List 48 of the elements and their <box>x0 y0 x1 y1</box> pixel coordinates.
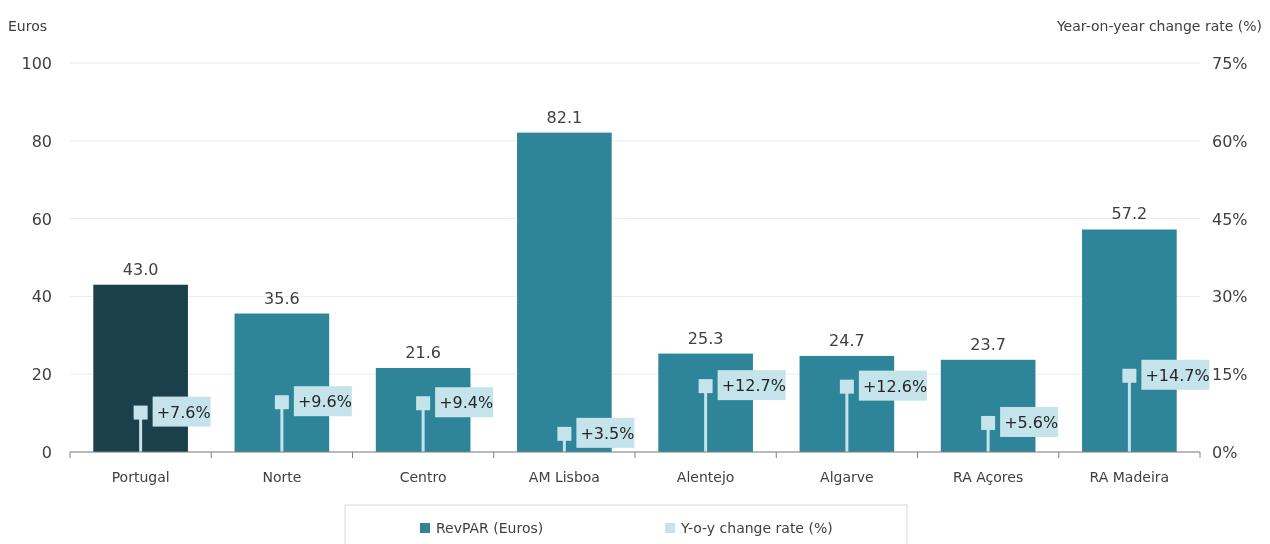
point <box>839 379 854 394</box>
point <box>698 379 713 394</box>
y2-tick-label: 75% <box>1212 54 1248 73</box>
point <box>981 415 996 430</box>
data-label: +3.5% <box>580 423 635 443</box>
data-label: 23.7 <box>970 334 1006 354</box>
y-tick-label: 0 <box>41 443 52 462</box>
y2-tick-label: 30% <box>1212 287 1248 307</box>
y2-tick-label: 60% <box>1212 131 1248 151</box>
x-tick-label: Algarve <box>820 469 874 485</box>
x-tick-label: Norte <box>262 469 302 485</box>
y-tick-label: 60 <box>31 209 52 229</box>
legend-label: Y-o-y change rate (%) <box>680 520 833 536</box>
data-label: 82.1 <box>546 107 583 127</box>
data-label: 24.7 <box>829 330 865 350</box>
legend-label: RevPAR (Euros) <box>436 520 544 536</box>
point <box>1122 368 1137 383</box>
data-label: 25.3 <box>687 328 724 348</box>
data-label: +14.7% <box>1145 365 1210 385</box>
y2-tick-label: 0% <box>1212 443 1238 462</box>
y2-tick-label: 45% <box>1212 209 1248 229</box>
point <box>557 426 572 441</box>
x-tick-label: AM Lisboa <box>528 469 600 485</box>
data-label: +9.6% <box>297 392 352 412</box>
x-tick-label: RA Açores <box>953 469 1024 485</box>
data-label: 57.2 <box>1111 204 1148 224</box>
data-label: 35.6 <box>264 288 300 308</box>
point <box>274 395 289 410</box>
x-tick-label: Alentejo <box>676 469 735 485</box>
data-label: +12.6% <box>862 376 928 396</box>
y2-tick-label: 15% <box>1212 365 1248 385</box>
point <box>133 405 148 420</box>
point <box>416 396 431 411</box>
data-label: +7.6% <box>156 402 211 422</box>
y-tick-label: 80 <box>31 131 52 151</box>
y-tick-label: 40 <box>31 287 52 307</box>
y-tick-label: 20 <box>31 365 52 385</box>
data-label: +12.7% <box>721 376 786 396</box>
y-axis-title: Euros <box>8 18 48 34</box>
data-label: 21.6 <box>405 342 441 362</box>
y-tick-label: 100 <box>21 54 52 73</box>
data-label: +5.6% <box>1004 412 1059 432</box>
x-tick-label: RA Madeira <box>1089 469 1170 485</box>
x-tick-label: Centro <box>399 469 447 485</box>
y2-axis-title: Year-on-year change rate (%) <box>1055 18 1262 34</box>
data-label: +9.4% <box>439 393 494 413</box>
x-tick-label: Portugal <box>111 469 170 485</box>
data-label: 43.0 <box>122 259 159 279</box>
